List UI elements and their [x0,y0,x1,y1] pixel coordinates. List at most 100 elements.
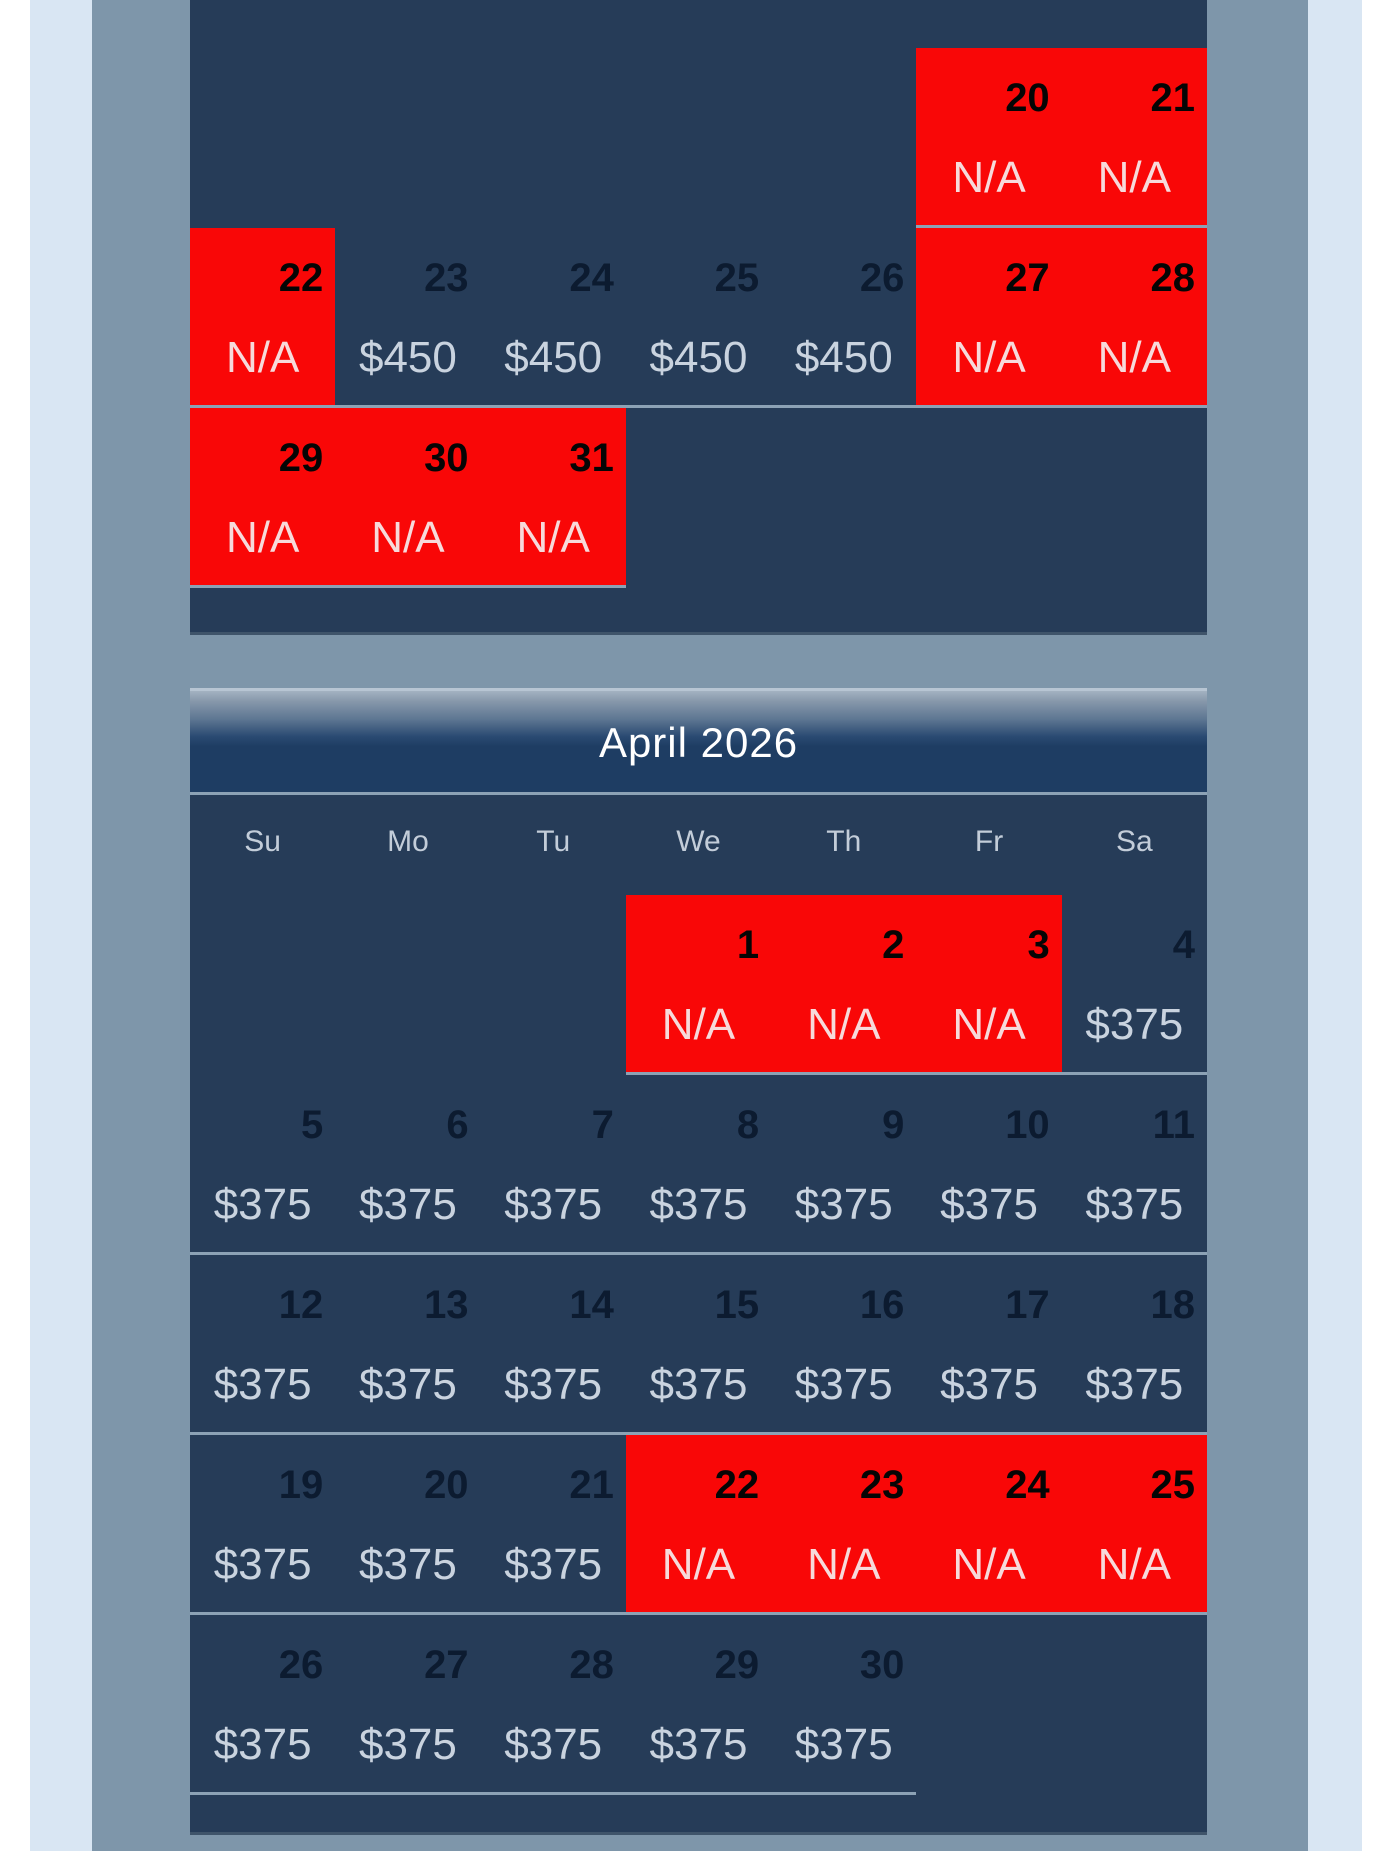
day-number: 15 [714,1283,760,1327]
day-cell-april-20[interactable]: 20 $375 [335,1435,481,1615]
unavailable-label: N/A [952,1540,1026,1589]
unavailable-label: N/A [1097,1540,1171,1589]
empty-day-cell [1062,1615,1207,1795]
unavailable-label: N/A [661,1000,736,1049]
price-label: $375 [358,1360,457,1409]
day-number: 26 [859,256,905,300]
day-number: 29 [278,436,324,480]
weekday-label-we: We [676,825,721,858]
day-cell-april-5[interactable]: 5 $375 [190,1075,336,1255]
day-cell-march-25[interactable]: 25 $450 [625,228,772,408]
price-label: $375 [504,1360,603,1409]
day-number: 30 [424,436,469,480]
unavailable-label: N/A [807,1000,881,1049]
calendar-week-row: 5 $375 6 $375 7 $375 8 $375 9 $375 10 $375 11 $375 [190,1075,1207,1255]
day-cell-april-26[interactable]: 26 $375 [190,1615,336,1795]
day-cell-april-4[interactable]: 4 $375 [1061,895,1207,1075]
day-number: 21 [1150,76,1195,120]
empty-day-cell [626,48,771,228]
day-cell-april-29[interactable]: 29 $375 [625,1615,772,1795]
day-number: 20 [424,1463,469,1507]
empty-day-cell [335,895,480,1075]
day-cell-april-12[interactable]: 12 $375 [190,1255,336,1435]
weekday-label-tu: Tu [536,825,571,858]
day-number: 9 [882,1103,905,1147]
day-number: 16 [859,1283,905,1327]
day-number: 22 [714,1463,760,1507]
day-cell-april-10[interactable]: 10 $375 [916,1075,1062,1255]
price-label: $375 [213,1540,312,1589]
calendar-week-row: 19 $375 20 $375 21 $375 22 N/A 23 N/A 24 N/A 25 N/A [190,1435,1207,1615]
day-cell-april-21[interactable]: 21 $375 [480,1435,626,1615]
day-number: 24 [1005,1463,1050,1507]
day-number: 29 [714,1643,760,1687]
empty-day-cell [190,895,335,1075]
calendar-week-row: 20 N/A 21 N/A [190,48,1207,228]
weekday-label-sa: Sa [1115,825,1153,858]
empty-day-cell [771,48,916,228]
calendar-week-row: 12 $375 13 $375 14 $375 15 $375 16 $375 17 $375 18 $3… [190,1255,1207,1435]
day-number: 22 [278,256,324,300]
empty-day-cell [916,1615,1061,1795]
weekday-header-row: Su Mo Tu We Th Fr Sa [190,795,1207,895]
calendar-title-bar: April 2026 [190,688,1207,795]
calendar-week-row: 22 N/A 23 $450 24 $450 25 $450 26 $450 27 N/A 28 N/A [190,228,1207,408]
price-label: $375 [649,1360,748,1409]
day-number: 3 [1027,923,1050,967]
price-label: $450 [649,333,748,382]
empty-day-cell [1062,408,1207,588]
price-label: $375 [504,1180,603,1229]
day-cell-march-26[interactable]: 26 $450 [771,228,917,408]
day-cell-march-23[interactable]: 23 $450 [335,228,481,408]
calendar-month-title: April 2026 [598,719,799,766]
day-cell-march-29: 29 N/A [190,408,336,588]
day-number: 25 [714,256,760,300]
day-cell-april-11[interactable]: 11 $375 [1061,1075,1207,1255]
unavailable-label: N/A [371,513,445,562]
day-number: 23 [859,1463,905,1507]
day-cell-april-15[interactable]: 15 $375 [625,1255,772,1435]
day-cell-april-30[interactable]: 30 $375 [771,1615,917,1795]
day-number: 7 [591,1103,614,1147]
day-cell-april-23: 23 N/A [771,1435,917,1615]
price-label: $375 [1085,1000,1184,1049]
calendar-footer [190,588,1207,632]
day-cell-march-30: 30 N/A [335,408,481,588]
day-cell-april-14[interactable]: 14 $375 [480,1255,626,1435]
calendar-week-row: 29 N/A 30 N/A 31 N/A [190,408,1207,588]
day-number: 12 [278,1283,324,1327]
page-margin-left [0,0,30,1851]
unavailable-label: N/A [952,153,1026,202]
day-number: 6 [446,1103,469,1147]
weekday-label-mo: Mo [387,825,429,858]
day-number: 1 [736,923,760,967]
calendar-april: April 2026 Su Mo Tu We Th Fr Sa 1 N/A 2 N/A 3 N/A 4 $… [190,688,1207,1835]
day-number: 8 [736,1103,760,1147]
day-number: 26 [278,1643,324,1687]
day-cell-april-24: 24 N/A [916,1435,1062,1615]
calendar-grid: 20 N/A 21 N/A 22 N/A 23 $450 24 $450 25 $450 26 $450 2… [190,48,1207,588]
day-number: 2 [882,923,905,967]
day-cell-april-16[interactable]: 16 $375 [771,1255,917,1435]
unavailable-label: N/A [807,1540,881,1589]
day-cell-april-6[interactable]: 6 $375 [335,1075,481,1255]
day-number: 20 [1005,76,1050,120]
empty-day-cell [335,48,480,228]
day-cell-april-19[interactable]: 19 $375 [190,1435,336,1615]
day-cell-april-27[interactable]: 27 $375 [335,1615,481,1795]
weekday-label-th: Th [826,825,862,858]
unavailable-label: N/A [516,513,590,562]
day-cell-april-8[interactable]: 8 $375 [625,1075,772,1255]
day-cell-april-28[interactable]: 28 $375 [480,1615,626,1795]
day-cell-april-9[interactable]: 9 $375 [771,1075,917,1255]
day-cell-april-17[interactable]: 17 $375 [916,1255,1062,1435]
day-cell-march-24[interactable]: 24 $450 [480,228,626,408]
day-cell-april-13[interactable]: 13 $375 [335,1255,481,1435]
price-label: $375 [504,1540,603,1589]
day-number: 31 [569,436,614,480]
day-number: 27 [1005,256,1050,300]
day-cell-march-22: 22 N/A [190,228,336,408]
day-cell-april-18[interactable]: 18 $375 [1061,1255,1207,1435]
day-cell-april-7[interactable]: 7 $375 [480,1075,626,1255]
price-label: $375 [1085,1360,1184,1409]
